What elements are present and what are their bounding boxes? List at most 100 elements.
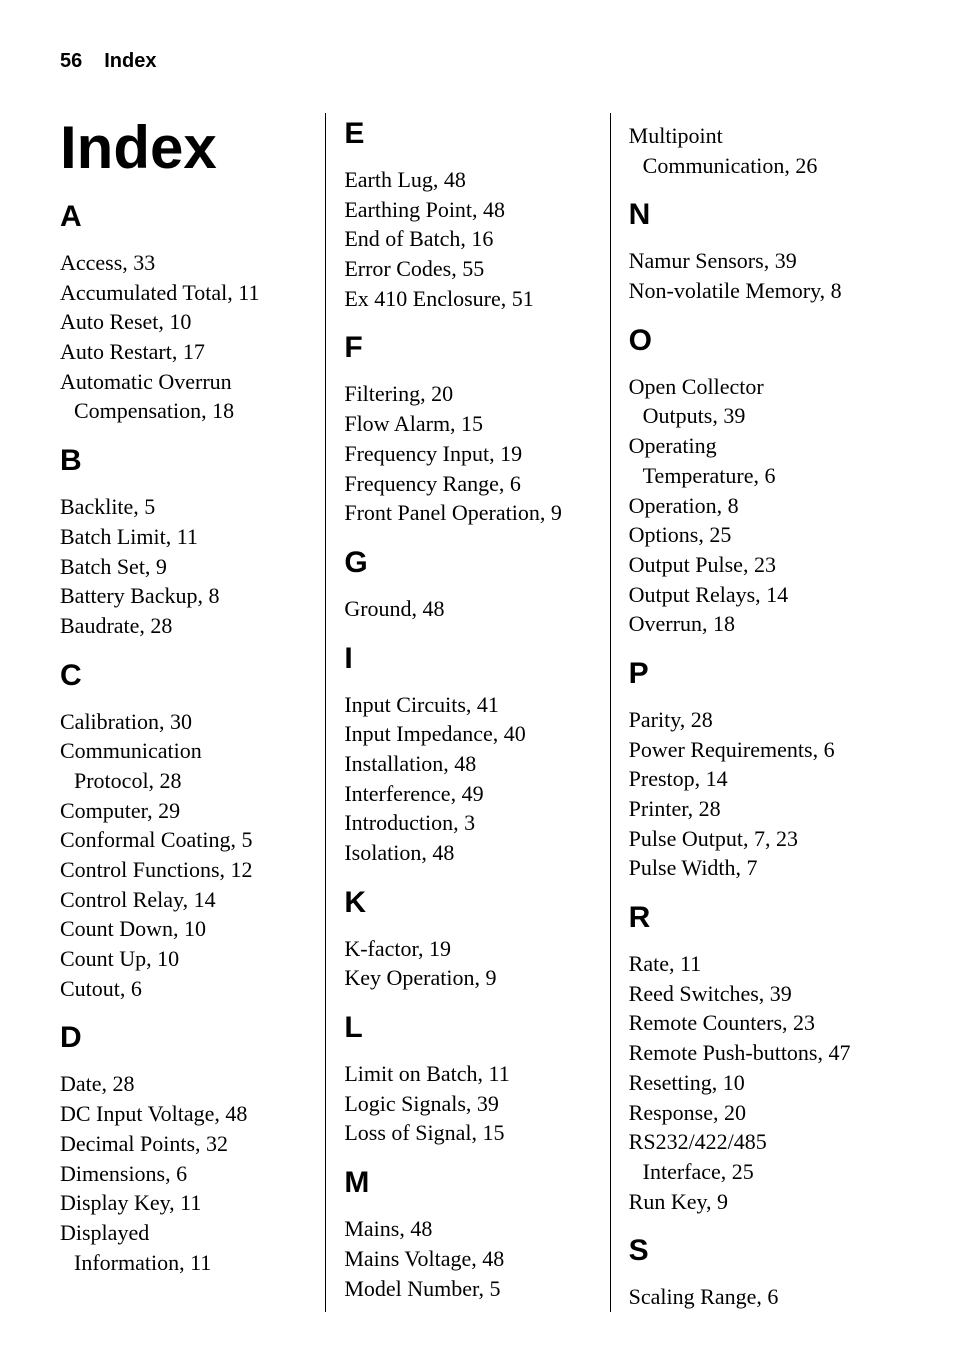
index-entry: Input Circuits, 41 [344, 690, 593, 720]
index-entry-continuation: Interface, 25 [629, 1157, 878, 1187]
index-entry: Logic Signals, 39 [344, 1089, 593, 1119]
index-entry: Operating [629, 431, 878, 461]
index-entry: Remote Counters, 23 [629, 1008, 878, 1038]
index-entry: Mains, 48 [344, 1214, 593, 1244]
section-letter: M [344, 1166, 593, 1200]
index-entry: Pulse Output, 7, 23 [629, 824, 878, 854]
index-entry: Frequency Range, 6 [344, 469, 593, 499]
section-entries: Ground, 48 [344, 594, 593, 624]
section-letter: I [344, 642, 593, 676]
index-entry: Computer, 29 [60, 796, 309, 826]
index-entry: Limit on Batch, 11 [344, 1059, 593, 1089]
index-entry: End of Batch, 16 [344, 224, 593, 254]
index-entry: Reed Switches, 39 [629, 979, 878, 1009]
index-entry: RS232/422/485 [629, 1127, 878, 1157]
index-columns: Index AAccess, 33Accumulated Total, 11Au… [60, 113, 894, 1312]
section-letter: E [344, 117, 593, 151]
section-entries: Mains, 48Mains Voltage, 48Model Number, … [344, 1214, 593, 1303]
column-3: MultipointCommunication, 26 N Namur Sensor… [610, 113, 894, 1312]
index-entry: Output Pulse, 23 [629, 550, 878, 580]
index-entry: Battery Backup, 8 [60, 581, 309, 611]
index-entry: Multipoint [629, 121, 878, 151]
index-entry: Decimal Points, 32 [60, 1129, 309, 1159]
index-entry-continuation: Temperature, 6 [629, 461, 878, 491]
index-entry: Options, 25 [629, 520, 878, 550]
index-entry: Accumulated Total, 11 [60, 278, 309, 308]
index-entry: Calibration, 30 [60, 707, 309, 737]
section-letter: A [60, 200, 309, 234]
index-entry: Cutout, 6 [60, 974, 309, 1004]
index-entry: Remote Push-buttons, 47 [629, 1038, 878, 1068]
index-entry: Input Impedance, 40 [344, 719, 593, 749]
section-letter: L [344, 1011, 593, 1045]
index-entry: Printer, 28 [629, 794, 878, 824]
section-letter: R [629, 901, 878, 935]
index-entry: Run Key, 9 [629, 1187, 878, 1217]
section-entries: Calibration, 30CommunicationProtocol, 28… [60, 707, 309, 1004]
page-header: 56 Index [60, 50, 894, 73]
index-entry: K-factor, 19 [344, 934, 593, 964]
section-entries: MultipointCommunication, 26 [629, 121, 878, 180]
section-entries: Open CollectorOutputs, 39OperatingTemper… [629, 372, 878, 639]
index-entry: Installation, 48 [344, 749, 593, 779]
index-entry: Open Collector [629, 372, 878, 402]
section-entries: Backlite, 5Batch Limit, 11Batch Set, 9Ba… [60, 492, 309, 640]
index-entry: Key Operation, 9 [344, 963, 593, 993]
index-entry: Model Number, 5 [344, 1274, 593, 1304]
section-letter: N [629, 198, 878, 232]
section-letter: S [629, 1234, 878, 1268]
index-entry: Namur Sensors, 39 [629, 246, 878, 276]
index-entry: Ex 410 Enclosure, 51 [344, 284, 593, 314]
index-entry: Introduction, 3 [344, 808, 593, 838]
index-entry: Ground, 48 [344, 594, 593, 624]
section-letter: C [60, 659, 309, 693]
index-entry: Parity, 28 [629, 705, 878, 735]
page-title: Index [60, 113, 309, 182]
page-number: 56 [60, 50, 82, 72]
index-entry: Non-volatile Memory, 8 [629, 276, 878, 306]
index-entry: Frequency Input, 19 [344, 439, 593, 469]
section-letter: D [60, 1021, 309, 1055]
section-entries: Earth Lug, 48Earthing Point, 48End of Ba… [344, 165, 593, 313]
index-entry: Display Key, 11 [60, 1188, 309, 1218]
section-entries: Date, 28DC Input Voltage, 48Decimal Poin… [60, 1069, 309, 1277]
index-entry: Resetting, 10 [629, 1068, 878, 1098]
section-letter: F [344, 331, 593, 365]
index-entry-continuation: Compensation, 18 [60, 396, 309, 426]
section-letter: P [629, 657, 878, 691]
index-entry: Operation, 8 [629, 491, 878, 521]
column-1: Index AAccess, 33Accumulated Total, 11Au… [60, 113, 325, 1312]
index-entry: Loss of Signal, 15 [344, 1118, 593, 1148]
section-letter: O [629, 324, 878, 358]
index-entry: Earthing Point, 48 [344, 195, 593, 225]
section-letter: G [344, 546, 593, 580]
index-entry: Prestop, 14 [629, 764, 878, 794]
page: 56 Index Index A Access, 33Accumulated To… [0, 0, 954, 1372]
index-entry: Power Requirements, 6 [629, 735, 878, 765]
index-entry: Interference, 49 [344, 779, 593, 809]
index-entry: Isolation, 48 [344, 838, 593, 868]
index-entry: Displayed [60, 1218, 309, 1248]
index-entry-continuation: Outputs, 39 [629, 401, 878, 431]
index-entry: Overrun, 18 [629, 609, 878, 639]
section-entries: Rate, 11Reed Switches, 39Remote Counters… [629, 949, 878, 1216]
index-entry: Backlite, 5 [60, 492, 309, 522]
index-entry: Baudrate, 28 [60, 611, 309, 641]
index-entry: Access, 33 [60, 248, 309, 278]
section-entries: Filtering, 20Flow Alarm, 15Frequency Inp… [344, 379, 593, 527]
index-entry: Count Down, 10 [60, 914, 309, 944]
index-entry: Output Relays, 14 [629, 580, 878, 610]
section-entries: Access, 33Accumulated Total, 11Auto Rese… [60, 248, 309, 426]
index-entry: Scaling Range, 6 [629, 1282, 878, 1312]
index-entry: Auto Reset, 10 [60, 307, 309, 337]
index-entry: Front Panel Operation, 9 [344, 498, 593, 528]
index-entry: Dimensions, 6 [60, 1159, 309, 1189]
section-entries: Namur Sensors, 39Non-volatile Memory, 8 [629, 246, 878, 305]
section-letter: K [344, 886, 593, 920]
index-entry: DC Input Voltage, 48 [60, 1099, 309, 1129]
index-entry-continuation: Communication, 26 [629, 151, 878, 181]
index-entry: Rate, 11 [629, 949, 878, 979]
index-entry: Communication [60, 736, 309, 766]
index-entry: Automatic Overrun [60, 367, 309, 397]
index-entry: Mains Voltage, 48 [344, 1244, 593, 1274]
